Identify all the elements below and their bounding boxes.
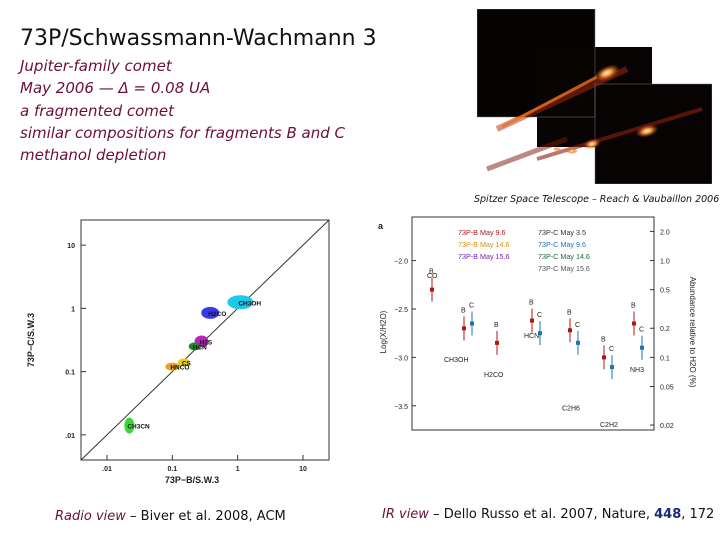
ir-y2-tick-label: 0.05 [660,385,674,392]
ir-y2-tick-label: 0.5 [660,288,670,295]
ir-legend-entry: 73P-C May 9.6 [538,240,586,249]
x-tick-label: 1 [236,466,240,473]
ir-y-tick-label: −3.5 [394,404,408,411]
ir-y2-tick-label: 0.1 [660,355,670,362]
ir-fragment-label: C [469,303,474,310]
ir-fragment-label: B [461,307,466,314]
y-tick-label: 1 [71,306,75,313]
radio-y-label: 73P−C/S.W.3 [26,313,36,367]
ir-species-label: CH3OH [444,357,469,364]
point-label: HNCO [170,365,189,372]
ir-point [470,321,474,326]
point-label: CH3CN [127,424,150,431]
subtitle-line: similar compositions for fragments B and… [20,124,345,142]
radio-caption: Radio view – Biver et al. 2008, ACM [55,509,286,524]
x-tick-label: 0.1 [167,466,177,473]
ir-fragment-label: C [575,322,580,329]
ir-y2-tick-label: 0.02 [660,423,674,430]
x-tick-label: .01 [102,466,112,473]
x-tick-label: 10 [299,466,307,473]
point-label: H2CO [208,311,226,318]
ir-caption-volume: 448 [654,507,682,522]
ir-point [610,365,614,370]
comet-image [477,9,712,184]
ir-legend-entry: 73P-C May 15.6 [538,264,590,273]
ir-point [538,331,542,336]
ir-species-label: C2H6 [562,406,580,413]
radio-x-label: 73P−B/S.W.3 [165,475,219,485]
ir-plot-frame [411,216,655,431]
ir-point [568,328,572,333]
ir-fragment-label: B [529,300,534,307]
y-tick-label: .01 [65,433,75,440]
y-tick-label: 0.1 [65,370,75,377]
ir-species-label: NH3 [630,367,644,374]
y-tick-label: 10 [67,243,75,250]
ir-caption-ref: – Dello Russo et al. 2007, Nature, [428,507,655,522]
ir-chart: a −2.0 −2.5 −3.0 −3.5 2.0 1.0 0.5 0.2 0.1 0.05 0.… [378,216,697,431]
point-label: CH3OH [238,300,261,307]
ir-legend-entry: 73P-C May 14.6 [538,252,590,261]
ir-y-tick-label: −2.0 [394,259,408,266]
ir-legend-entry: 73P-B May 9.6 [458,228,506,237]
subtitle-line: May 2006 — Δ = 0.08 UA [20,79,211,97]
ir-y2-tick-label: 0.2 [660,326,670,333]
ir-point [576,340,580,345]
point-ch3oh [227,295,254,310]
ir-fragment-label: C [609,346,614,353]
ir-legend-entry: 73P-B May 14.6 [458,240,510,249]
ir-fragment-label: B [494,322,499,329]
ir-fragment-label: C [537,312,542,319]
ir-point [640,345,644,350]
ir-y-tick-label: −2.5 [394,307,408,314]
ir-y-tick-label: −3.0 [394,355,408,362]
subtitle-line: Jupiter-family comet [20,57,172,75]
subtitle-line: methanol depletion [20,146,167,164]
ir-species-label: HCN [524,333,539,340]
ir-caption-page: , 172 [681,507,715,522]
ir-point [430,287,434,292]
ir-point [602,355,606,360]
point-label: H2S [200,339,213,346]
ir-point [495,340,499,345]
subtitle-line: a fragmented comet [20,102,175,120]
radio-caption-ref: – Biver et al. 2008, ACM [125,509,286,524]
ir-y-label: Log(X/H2O) [379,310,388,353]
radio-caption-label: Radio view [55,509,126,524]
ir-y2-label: Abundance relative to H2O (%) [688,277,697,388]
ir-fragment-label: B [631,303,636,310]
page-title: 73P/Schwassmann-Wachmann 3 [20,26,377,51]
ir-caption: IR view – Dello Russo et al. 2007, Natur… [382,507,714,522]
ir-y2-tick-label: 2.0 [660,229,670,236]
point-hcn [188,342,201,351]
ir-point [462,326,466,331]
ir-species-label: C2H2 [600,422,618,429]
ir-legend-entry: 73P-B May 15.6 [458,252,510,261]
ir-species-label: CO [427,273,438,280]
ir-fragment-label: C [639,327,644,334]
ir-point [632,321,636,326]
point-ch3cn [124,417,135,434]
ir-y2-tick-label: 1.0 [660,259,670,266]
point-label: CS [182,360,192,367]
ir-fragment-label: B [567,309,572,316]
point-h2co [201,306,220,319]
point-hnco [165,362,180,371]
point-cs [177,358,190,367]
ir-caption-label: IR view [382,507,429,522]
ir-fragment-label: B [601,336,606,343]
image-credit: Spitzer Space Telescope – Reach & Vaubai… [474,194,720,205]
point-label: HCN [193,344,207,351]
ir-legend-entry: 73P-C May 3.5 [538,228,586,237]
ir-panel-label: a [378,221,384,231]
ir-species-label: H2CO [484,372,504,379]
ir-fragment-label: B [429,269,434,276]
ir-point [530,318,534,323]
